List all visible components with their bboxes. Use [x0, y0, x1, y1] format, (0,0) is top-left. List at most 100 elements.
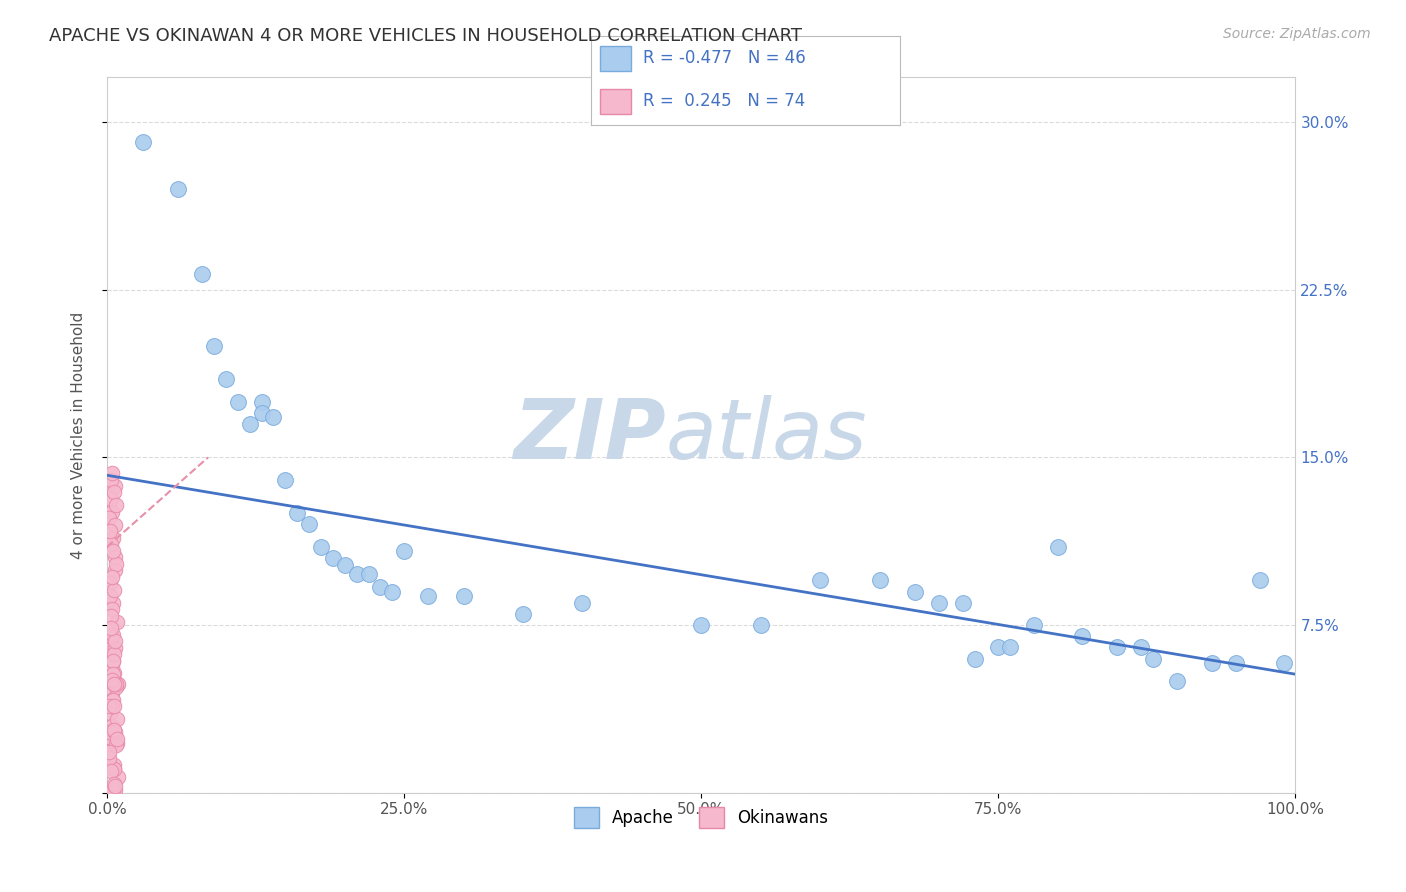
Point — [1022, 618, 1045, 632]
Point — [105, 615, 128, 629]
Point — [239, 417, 262, 431]
Point — [98, 511, 121, 525]
Point — [107, 771, 129, 785]
Point — [101, 505, 124, 519]
Point — [1166, 673, 1188, 688]
Point — [100, 491, 122, 506]
Point — [392, 544, 415, 558]
Legend: Apache, Okinawans: Apache, Okinawans — [568, 801, 835, 834]
Point — [274, 473, 297, 487]
Point — [100, 706, 122, 720]
Point — [98, 699, 121, 714]
Point — [98, 725, 121, 739]
Point — [512, 607, 534, 621]
Point — [104, 779, 127, 793]
Point — [101, 531, 124, 545]
Point — [100, 537, 122, 551]
Point — [100, 473, 122, 487]
Point — [103, 666, 125, 681]
Point — [749, 618, 772, 632]
Point — [104, 550, 127, 565]
Point — [869, 574, 891, 588]
Point — [262, 410, 284, 425]
Point — [107, 677, 129, 691]
Point — [101, 692, 124, 706]
Point — [103, 757, 125, 772]
Point — [952, 596, 974, 610]
Point — [103, 762, 125, 776]
Point — [98, 640, 121, 655]
Point — [215, 372, 238, 386]
Point — [250, 406, 273, 420]
Text: atlas: atlas — [665, 394, 868, 475]
Point — [101, 698, 124, 713]
Text: R = -0.477   N = 46: R = -0.477 N = 46 — [643, 49, 806, 68]
Point — [381, 584, 404, 599]
Point — [103, 723, 125, 738]
Point — [103, 628, 125, 642]
Text: ZIP: ZIP — [513, 394, 665, 475]
Point — [808, 574, 831, 588]
Bar — [600, 46, 631, 71]
Point — [100, 686, 122, 700]
Text: APACHE VS OKINAWAN 4 OR MORE VEHICLES IN HOUSEHOLD CORRELATION CHART: APACHE VS OKINAWAN 4 OR MORE VEHICLES IN… — [49, 27, 803, 45]
Point — [100, 723, 122, 738]
Point — [904, 584, 927, 599]
Point — [370, 580, 392, 594]
Point — [1225, 656, 1247, 670]
Point — [105, 499, 128, 513]
Point — [98, 524, 121, 539]
Point — [101, 719, 124, 733]
Point — [1201, 656, 1223, 670]
Point — [103, 543, 125, 558]
Point — [928, 596, 950, 610]
Point — [104, 634, 127, 648]
Point — [104, 640, 127, 655]
Point — [101, 693, 124, 707]
Point — [103, 783, 125, 797]
Point — [105, 736, 128, 750]
Point — [101, 660, 124, 674]
Point — [1046, 540, 1069, 554]
Point — [571, 596, 593, 610]
Point — [101, 654, 124, 668]
Point — [101, 602, 124, 616]
Point — [101, 569, 124, 583]
Text: R =  0.245   N = 74: R = 0.245 N = 74 — [643, 92, 806, 111]
Point — [453, 589, 475, 603]
Point — [104, 783, 127, 797]
Point — [250, 394, 273, 409]
Point — [98, 576, 121, 591]
Point — [100, 466, 122, 480]
Point — [104, 724, 127, 739]
Point — [105, 677, 128, 691]
Point — [101, 666, 124, 681]
Point — [98, 745, 121, 759]
Point — [298, 517, 321, 532]
Point — [100, 608, 122, 623]
Point — [100, 738, 122, 752]
Point — [132, 135, 155, 149]
Point — [105, 712, 128, 726]
Point — [416, 589, 439, 603]
Point — [357, 566, 380, 581]
Y-axis label: 4 or more Vehicles in Household: 4 or more Vehicles in Household — [72, 311, 86, 558]
Point — [101, 761, 124, 775]
Text: Source: ZipAtlas.com: Source: ZipAtlas.com — [1223, 27, 1371, 41]
Point — [100, 589, 122, 603]
Point — [100, 764, 122, 778]
Point — [191, 267, 214, 281]
Point — [98, 751, 121, 765]
Point — [103, 582, 125, 597]
Point — [105, 557, 128, 571]
Point — [226, 394, 249, 409]
Point — [104, 479, 127, 493]
Point — [963, 651, 986, 665]
Point — [1249, 574, 1271, 588]
Point — [104, 738, 127, 752]
Point — [103, 677, 125, 691]
Point — [1000, 640, 1022, 655]
Point — [987, 640, 1010, 655]
Point — [101, 596, 124, 610]
Point — [103, 485, 125, 500]
